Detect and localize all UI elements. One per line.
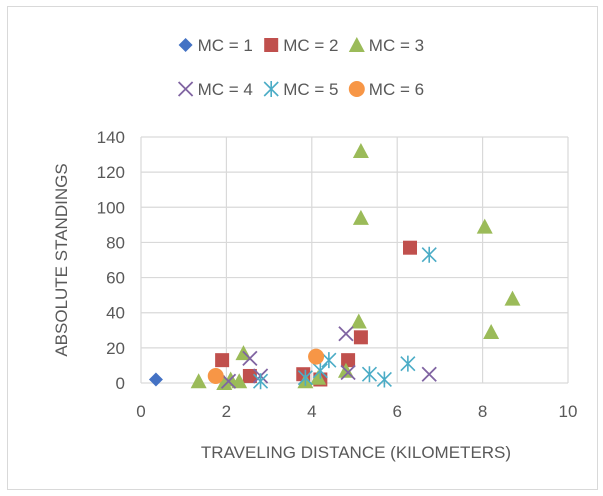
data-point-triangle — [348, 37, 365, 52]
y-tick-label: 80 — [106, 233, 125, 252]
x-axis-title: TRAVELING DISTANCE (KILOMETERS) — [201, 443, 511, 462]
data-point-x — [340, 364, 356, 381]
legend: MC = 1 MC = 2 MC = 3 MC = 4 MC = 5 MC = 6 — [177, 36, 424, 99]
data-point-diamond — [148, 372, 163, 387]
legend-label: MC = 2 — [283, 36, 338, 55]
data-point-star — [421, 246, 437, 263]
y-tick-label: 0 — [116, 374, 125, 393]
legend-entry: MC = 4 — [177, 80, 253, 99]
legend-entry: MC = 6 — [348, 80, 424, 99]
data-point-square — [264, 38, 279, 52]
data-point-triangle — [190, 373, 207, 389]
legend-label: MC = 5 — [283, 80, 338, 99]
data-point-circle — [207, 367, 224, 384]
data-point-x — [338, 326, 354, 342]
y-tick-label: 140 — [97, 128, 125, 147]
data-point-x — [421, 366, 437, 382]
tick-labels: 0 20 40 60 80 100 120 140 0 2 4 6 8 10 — [97, 128, 578, 421]
y-tick-label: 120 — [97, 163, 125, 182]
data-point-x — [220, 373, 237, 389]
legend-label: MC = 3 — [369, 36, 424, 55]
data-point-star — [400, 355, 416, 372]
data-points — [148, 143, 521, 390]
data-point-triangle — [476, 218, 493, 234]
data-point-square — [353, 330, 368, 345]
legend-label: MC = 4 — [198, 80, 253, 99]
data-point-star — [252, 373, 269, 390]
x-tick-label: 6 — [392, 402, 401, 421]
x-tick-label: 0 — [136, 402, 145, 421]
data-point-triangle — [310, 369, 327, 385]
y-axis-title: ABSOLUTE STANDINGS — [52, 163, 71, 356]
data-point-triangle — [352, 143, 369, 159]
x-tick-label: 4 — [307, 402, 316, 421]
data-point-x — [177, 81, 194, 97]
y-tick-label: 100 — [97, 198, 125, 217]
data-point-star — [312, 362, 328, 379]
data-point-triangle — [352, 209, 369, 225]
data-point-star — [263, 81, 279, 97]
data-point-circle — [308, 348, 325, 365]
legend-entry: MC = 2 — [264, 36, 338, 55]
x-tick-label: 8 — [478, 402, 487, 421]
data-point-star — [297, 369, 313, 386]
x-tick-label: 10 — [559, 402, 578, 421]
data-point-triangle — [350, 313, 367, 329]
data-point-triangle — [483, 324, 500, 340]
legend-label: MC = 6 — [369, 80, 424, 99]
data-point-triangle — [231, 373, 248, 389]
data-point-star — [376, 371, 392, 388]
data-point-square — [242, 368, 257, 383]
legend-label: MC = 1 — [198, 36, 253, 55]
y-tick-label: 60 — [106, 269, 125, 288]
data-point-triangle — [504, 290, 521, 306]
data-point-square — [215, 353, 230, 368]
x-tick-label: 2 — [222, 402, 231, 421]
chart-frame — [7, 6, 598, 490]
legend-entry: MC = 1 — [178, 36, 253, 55]
data-point-square — [403, 240, 418, 255]
y-tick-label: 20 — [106, 339, 125, 358]
data-point-circle — [348, 81, 365, 97]
legend-entry: MC = 3 — [348, 36, 424, 55]
data-point-star — [321, 352, 337, 369]
data-point-x — [242, 350, 258, 367]
data-point-diamond — [178, 38, 193, 52]
legend-entry: MC = 5 — [263, 80, 338, 99]
gridlines — [140, 136, 569, 384]
data-point-star — [361, 366, 378, 383]
data-point-square — [341, 353, 356, 368]
y-tick-label: 40 — [106, 304, 125, 323]
